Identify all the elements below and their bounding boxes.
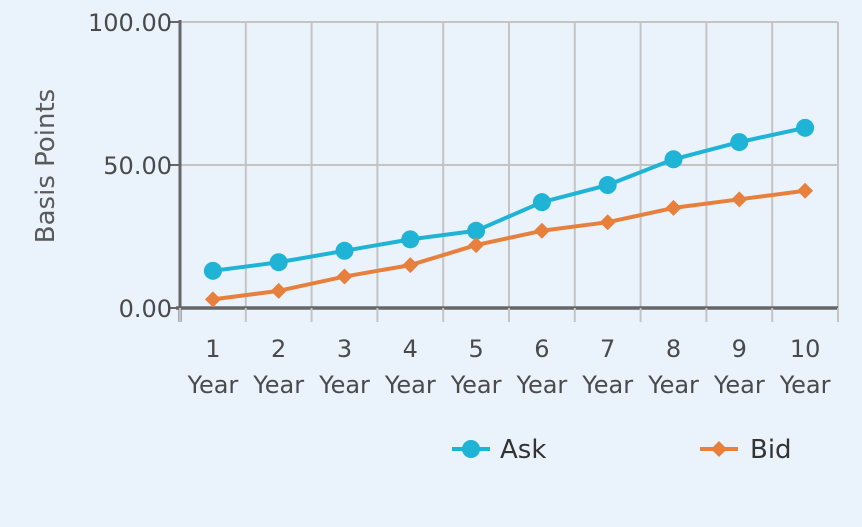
series-layer xyxy=(203,118,815,308)
data-point xyxy=(270,282,287,299)
legend-label: Bid xyxy=(750,435,792,465)
legend-label: Ask xyxy=(500,435,546,465)
axes xyxy=(170,20,839,322)
data-point xyxy=(665,199,682,216)
x-tick-label-line: 4 xyxy=(403,335,418,363)
data-point xyxy=(664,150,683,169)
x-tick-label-line: Year xyxy=(450,371,502,399)
x-tick-label: 8 Year xyxy=(647,335,699,399)
x-tick-label-line: Year xyxy=(713,371,765,399)
data-point xyxy=(599,214,616,231)
data-point xyxy=(336,268,353,285)
y-tick-labels: 0.00 50.00 100.00 xyxy=(88,9,172,323)
x-tick-label: 3 Year xyxy=(318,335,370,399)
legend: Ask Bid xyxy=(452,435,792,465)
x-tick-label-line: 10 xyxy=(790,335,821,363)
x-tick-label: 5 Year xyxy=(450,335,502,399)
x-tick-label-line: 3 xyxy=(337,335,352,363)
x-tick-label-line: 6 xyxy=(534,335,549,363)
legend-item-ask: Ask xyxy=(452,435,546,465)
grid xyxy=(180,21,839,308)
data-point xyxy=(598,176,617,195)
x-tick-label-line: Year xyxy=(384,371,436,399)
x-tick-label-line: 5 xyxy=(468,335,483,363)
data-point xyxy=(468,237,485,254)
x-tick-label-line: 2 xyxy=(271,335,286,363)
x-tick-label-line: Year xyxy=(779,371,831,399)
x-tick-label: 7 Year xyxy=(581,335,633,399)
legend-marker xyxy=(462,440,480,458)
series-ask xyxy=(203,118,815,280)
x-tick-label-line: 1 xyxy=(205,335,220,363)
x-tick-label: 10 Year xyxy=(779,335,831,399)
x-tick-label-line: Year xyxy=(252,371,304,399)
data-point xyxy=(204,291,221,308)
x-tick-labels: 1 Year 2 Year 3 Year 4 Year 5 Year 6 Year 7 Year 8 Year… xyxy=(186,335,830,399)
data-point xyxy=(533,222,550,239)
legend-marker xyxy=(711,441,727,457)
data-point xyxy=(731,191,748,208)
y-tick-label: 100.00 xyxy=(88,9,172,37)
x-tick-label: 1 Year xyxy=(186,335,238,399)
data-point xyxy=(203,261,222,280)
x-tick-label: 2 Year xyxy=(252,335,304,399)
legend-item-bid: Bid xyxy=(700,435,792,465)
y-axis-label: Basis Points xyxy=(31,89,61,243)
y-tick-label: 0.00 xyxy=(119,295,172,323)
x-tick-label-line: Year xyxy=(581,371,633,399)
data-point xyxy=(335,241,354,260)
y-tick-label: 50.00 xyxy=(103,152,172,180)
x-tick-label: 4 Year xyxy=(384,335,436,399)
x-tick-label-line: 9 xyxy=(732,335,747,363)
series-line xyxy=(212,125,806,273)
x-tick-label-line: 8 xyxy=(666,335,681,363)
series-line xyxy=(212,188,806,302)
data-point xyxy=(269,253,288,272)
data-point xyxy=(401,230,420,249)
x-tick-label-line: Year xyxy=(647,371,699,399)
x-tick-label-line: Year xyxy=(515,371,567,399)
series-bid xyxy=(204,182,814,308)
data-point xyxy=(467,221,486,240)
x-tick-label-line: Year xyxy=(318,371,370,399)
x-tick-label-line: 7 xyxy=(600,335,615,363)
data-point xyxy=(797,182,814,199)
data-point xyxy=(532,193,551,212)
data-point xyxy=(402,257,419,274)
x-tick-label: 9 Year xyxy=(713,335,765,399)
data-point xyxy=(730,133,749,152)
data-point xyxy=(796,118,815,137)
x-tick-label-line: Year xyxy=(186,371,238,399)
x-tick-label: 6 Year xyxy=(515,335,567,399)
